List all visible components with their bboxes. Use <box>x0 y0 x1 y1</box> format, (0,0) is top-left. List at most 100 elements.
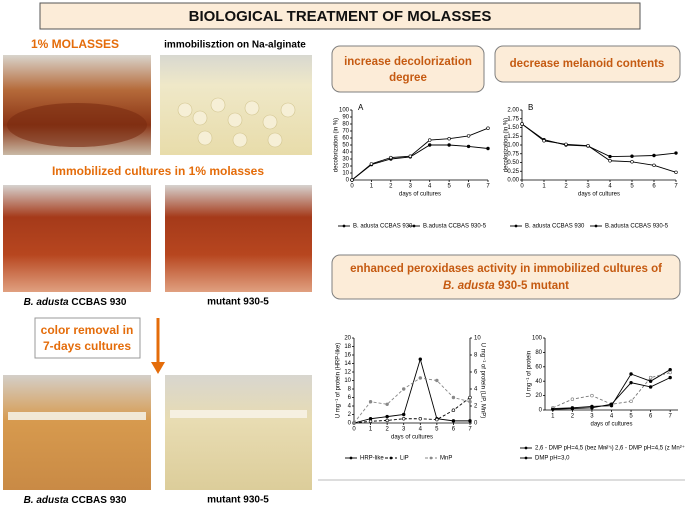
y2-tick-label: 6 <box>474 370 478 376</box>
x-tick-label: 2 <box>564 184 568 190</box>
point <box>385 414 389 419</box>
caption: mutant 930-5 <box>207 495 269 506</box>
point <box>648 379 653 383</box>
point <box>668 370 672 375</box>
point <box>418 417 422 421</box>
point <box>652 153 656 158</box>
point <box>586 144 590 148</box>
x-tick-label: 3 <box>409 184 413 190</box>
x-tick-label: 5 <box>435 427 439 433</box>
axis <box>544 338 678 411</box>
point <box>652 163 656 168</box>
label: Immobilized cultures in 1% molasses <box>52 164 264 178</box>
x-tick-label: 5 <box>629 414 633 420</box>
point <box>551 407 555 411</box>
y-tick-label: 1.50 <box>507 125 519 131</box>
beads <box>177 97 296 148</box>
y-tick-label: 0.75 <box>507 151 519 157</box>
point <box>408 154 412 158</box>
point <box>369 162 374 166</box>
y-tick-label: 0.00 <box>507 178 519 184</box>
legend-label: LiP <box>400 456 409 462</box>
legend-marker <box>389 456 393 460</box>
y2-tick-label: 4 <box>474 387 478 393</box>
point <box>668 375 672 380</box>
y-tick-label: 14 <box>344 361 351 367</box>
legend-label: B.adusta CCBAS 930-5 <box>605 224 669 230</box>
box <box>331 45 485 93</box>
x-tick-label: 7 <box>669 414 673 420</box>
point <box>368 419 373 423</box>
box-text: increase decolorization <box>344 56 472 68</box>
legend-marker <box>514 224 518 228</box>
point <box>629 380 633 385</box>
x-tick-label: 4 <box>610 414 614 420</box>
point <box>468 400 472 404</box>
y-tick-label: 10 <box>344 378 351 384</box>
point <box>570 397 575 401</box>
point <box>451 408 456 412</box>
photo-detail <box>7 103 147 147</box>
y-tick-label: 20 <box>344 336 351 342</box>
photo <box>3 185 151 292</box>
series-line <box>353 357 470 424</box>
x-tick-label: 1 <box>542 184 546 190</box>
y-tick-label: 1.25 <box>507 134 519 140</box>
x-tick-label: 0 <box>352 427 356 433</box>
point <box>674 170 678 175</box>
point <box>674 151 678 155</box>
point <box>608 159 612 163</box>
point <box>468 395 472 400</box>
callout-text: 7-days cultures <box>43 339 131 353</box>
series-line <box>521 123 677 158</box>
x-tick-label: 6 <box>652 184 656 190</box>
y-tick-label: 30 <box>342 157 349 163</box>
point <box>466 144 471 149</box>
y-axis-label: U mg⁻¹ of protein <box>527 351 533 397</box>
y-tick-label: 8 <box>348 387 352 393</box>
photo <box>3 375 151 490</box>
x-tick-label: 4 <box>419 427 423 433</box>
y-tick-label: 90 <box>342 115 349 121</box>
series-line <box>351 144 489 181</box>
x-tick-label: 3 <box>586 184 590 190</box>
legend-label: DMP pH=3,0 <box>535 456 570 462</box>
legend-marker <box>604 446 608 450</box>
legend-marker <box>429 456 433 460</box>
y-tick-label: 0 <box>539 408 543 414</box>
y-tick-label: 0.25 <box>507 169 519 175</box>
series-line <box>521 123 677 173</box>
point <box>352 421 356 425</box>
y-tick-label: 2 <box>348 412 352 418</box>
legend-label: 2,6 - DMP pH=4,5 (bez Mn²⁺) <box>535 445 614 452</box>
panel-label: B <box>528 103 533 112</box>
point <box>608 154 612 159</box>
y2-tick-label: 2 <box>474 404 478 410</box>
legend-marker <box>524 456 528 460</box>
callout-box <box>34 317 141 359</box>
point <box>590 393 594 398</box>
box-text: B. adusta 930-5 mutant <box>443 280 569 292</box>
x-tick-label: 0 <box>520 184 524 190</box>
x-tick-label: 7 <box>674 184 678 190</box>
y-tick-label: 0 <box>346 178 350 184</box>
point <box>418 357 422 361</box>
photo-detail <box>8 412 146 420</box>
point <box>435 378 439 383</box>
point <box>468 419 472 423</box>
caption: B. adusta CCBAS 930 <box>24 495 127 506</box>
y-tick-label: 80 <box>342 122 349 128</box>
legend-label: HRP-like <box>360 456 384 462</box>
x-tick-label: 1 <box>369 427 373 433</box>
x-axis-label: days of cultures <box>578 192 620 198</box>
point <box>402 412 406 417</box>
point <box>350 178 354 182</box>
box <box>494 45 681 83</box>
legend-marker <box>349 456 353 460</box>
axis <box>521 110 676 181</box>
label: immobilisztion on Na-alginate <box>164 40 306 51</box>
series-line <box>353 377 471 424</box>
y-axis-label: decolorization (in %) <box>504 118 510 172</box>
x-tick-label: 4 <box>608 184 612 190</box>
